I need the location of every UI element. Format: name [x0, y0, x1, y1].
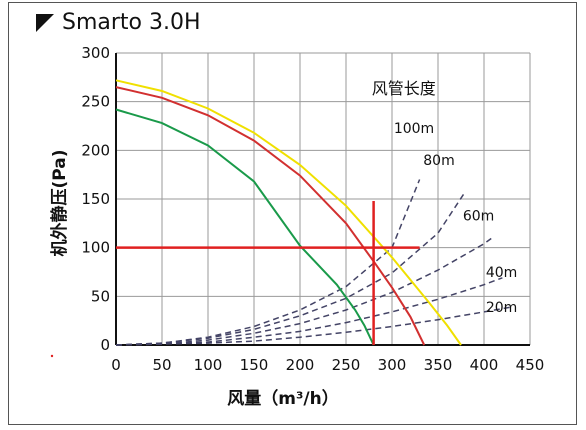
x-tick-label: 400 [470, 356, 499, 374]
fan-curve [115, 108, 375, 346]
x-tick-label: 250 [332, 356, 361, 374]
x-tick-label: 350 [424, 356, 453, 374]
y-tick-label: 300 [81, 44, 110, 62]
duct-curve [115, 236, 494, 346]
tick-labels: 0 50 100 150 200 250 300 350 400 450 0 50 100 150 200 2… [81, 44, 544, 374]
x-axis-title: 风量（m³/h） [227, 388, 338, 409]
x-tick-label: 300 [378, 356, 407, 374]
duct-curve-label: 60m [463, 208, 494, 224]
x-tick-label: 0 [111, 356, 121, 374]
y-tick-label: 150 [81, 190, 110, 208]
model-name: Smarto 3.0H [62, 10, 201, 35]
duct-curve [115, 306, 512, 346]
chart-title: Smarto 3.0H [36, 10, 201, 35]
chart-frame [8, 2, 577, 425]
duct-curve [115, 190, 467, 346]
legend-title: 风管长度 [372, 79, 436, 98]
triangle-flag-icon [36, 13, 54, 32]
y-tick-label: 100 [81, 239, 110, 257]
x-tick-label: 150 [240, 356, 269, 374]
marker-lines [116, 200, 420, 345]
duct-curves [115, 179, 512, 346]
x-tick-label: 50 [152, 356, 171, 374]
y-tick-label: 250 [81, 93, 110, 111]
y-tick-label: 200 [81, 141, 110, 159]
duct-curve-label: 80m [423, 153, 454, 169]
fan-curves [115, 79, 462, 346]
fan-curve [115, 86, 426, 346]
duct-curve-label: 100m [394, 121, 434, 137]
duct-curve-label: 40m [486, 265, 517, 281]
y-tick-label: 0 [100, 336, 110, 354]
red-dot [50, 354, 54, 358]
y-axis-title: 机外静压(Pa) [49, 149, 70, 256]
x-tick-label: 100 [194, 356, 223, 374]
duct-curve [115, 277, 503, 346]
x-tick-label: 450 [516, 356, 545, 374]
x-tick-label: 200 [286, 356, 315, 374]
curve-labels: 100m 80m 60m 40m 20m [394, 121, 517, 316]
y-tick-label: 50 [91, 287, 110, 305]
fan-curve [115, 79, 462, 346]
duct-curve-label: 20m [486, 300, 517, 316]
